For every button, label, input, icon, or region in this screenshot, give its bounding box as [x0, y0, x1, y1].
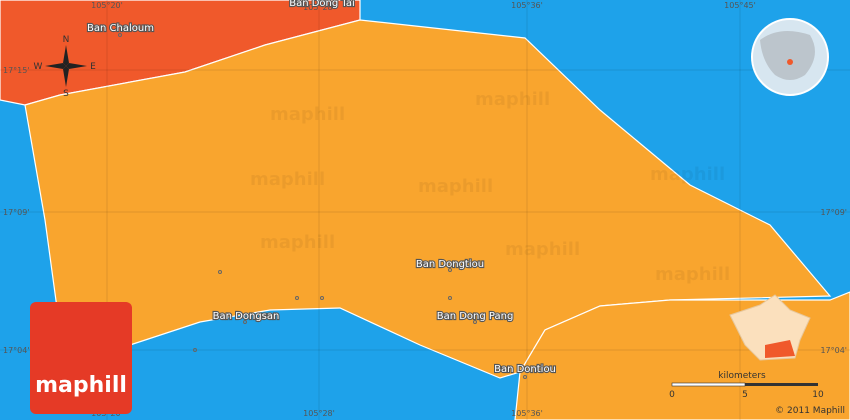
- scale-bar: kilometers 0 5 10: [669, 371, 824, 400]
- watermark: maphill: [270, 104, 345, 125]
- place-label: Ban Dong Pang: [437, 311, 514, 322]
- watermark: maphill: [475, 89, 550, 110]
- compass: N S E W: [34, 35, 97, 99]
- inset-locator: [729, 294, 811, 361]
- coord-label: 105°36': [511, 409, 543, 418]
- coord-label: 17°04': [3, 346, 30, 355]
- compass-e: E: [90, 62, 96, 72]
- scale-label: 10: [812, 390, 824, 400]
- scale-label: 0: [669, 390, 675, 400]
- watermark: maphill: [250, 169, 325, 190]
- logo-text[interactable]: maphill: [35, 373, 127, 398]
- watermark: maphill: [505, 239, 580, 260]
- coord-label: 105°28': [303, 409, 335, 418]
- watermark: maphill: [655, 264, 730, 285]
- compass-s: S: [63, 89, 69, 99]
- settlements: [118, 33, 527, 379]
- place-label: Ban Chaloum: [87, 23, 154, 34]
- watermarks: maphill maphill maphill maphill maphill …: [250, 89, 730, 285]
- coord-label: 17°15': [3, 66, 30, 75]
- scale-label: 5: [742, 390, 748, 400]
- place-label: Ban Dong Tai: [289, 0, 355, 9]
- coord-label: 105°36': [511, 1, 543, 10]
- coord-label: 105°20': [91, 1, 123, 10]
- compass-n: N: [63, 35, 70, 45]
- scale-title: kilometers: [718, 371, 766, 381]
- logo[interactable]: maphill: [30, 302, 132, 414]
- coord-label: 17°09': [820, 208, 847, 217]
- place-label: Ban Dongsan: [213, 311, 280, 322]
- globe: [751, 18, 829, 96]
- coord-label: 17°09': [3, 208, 30, 217]
- watermark: maphill: [650, 164, 725, 185]
- place-label: Ban Dontiou: [494, 364, 556, 375]
- coord-label: 105°45': [724, 1, 756, 10]
- copyright: © 2011 Maphill: [775, 406, 845, 416]
- compass-w: W: [34, 62, 43, 72]
- coord-label: 105°28': [303, 3, 335, 12]
- place-label: Ban Dongtiou: [416, 259, 484, 270]
- coordinate-labels: 105°20' 105°28' 105°36' 105°45' 105°20' …: [3, 1, 847, 418]
- coord-label: 17°04': [820, 346, 847, 355]
- watermark: maphill: [418, 176, 493, 197]
- watermark: maphill: [260, 232, 335, 253]
